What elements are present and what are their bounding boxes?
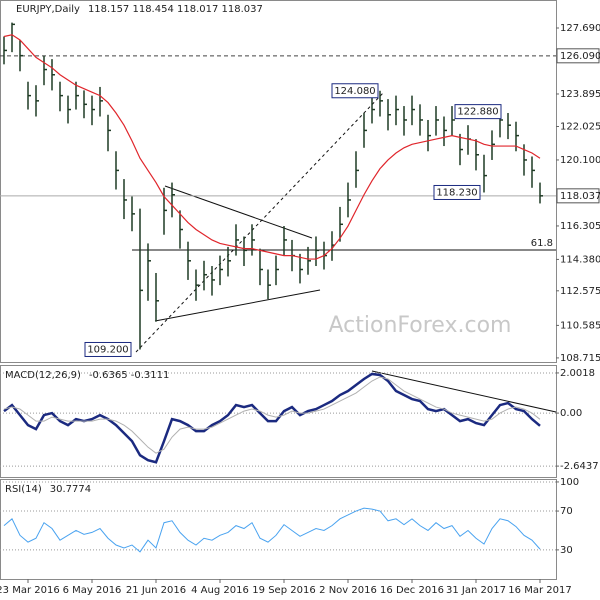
y-tick-label: 120.100	[560, 155, 600, 166]
last-price-label-box	[556, 188, 600, 204]
panel-title: RSI(14)	[5, 484, 42, 495]
y-tick-label: 0.00	[560, 408, 582, 419]
panel-title: MACD(12,26,9)	[5, 370, 81, 381]
x-tick-label: 19 Sep 2016	[252, 585, 315, 596]
indicator-line	[3, 372, 541, 464]
y-tick-label: 116.305	[560, 221, 600, 232]
resistance-label: 126.090	[560, 51, 600, 62]
y-tick-label: 2.0018	[560, 368, 595, 379]
y-tick-label: 110.585	[560, 320, 600, 331]
x-tick-label: 4 Aug 2016	[191, 585, 249, 596]
rsi-panel	[0, 479, 557, 580]
y-tick-label: 123.895	[560, 89, 600, 100]
macd-panel	[0, 365, 557, 478]
annotation-label: 122.880	[457, 107, 498, 118]
x-tick-label: 16 Mar 2017	[508, 585, 571, 596]
trend-line	[164, 185, 313, 239]
watermark: ActionForex.com	[329, 313, 512, 338]
y-tick-label: -2.6437	[560, 461, 599, 472]
y-tick-label: 114.380	[560, 254, 600, 265]
x-tick-label: 2 Nov 2016	[319, 585, 377, 596]
annotation-box	[433, 184, 481, 200]
resistance-label-box	[556, 48, 600, 64]
panel-subtitle: -0.6365 -0.3111	[89, 370, 169, 381]
x-tick-label: 6 May 2016	[63, 585, 122, 596]
trend-line	[371, 370, 557, 413]
panel-title: EURJPY,Daily	[16, 4, 80, 15]
y-tick-label: 30	[560, 545, 573, 556]
price-panel	[0, 0, 557, 363]
annotation-box	[84, 341, 132, 357]
y-tick-label: 108.715	[560, 353, 600, 364]
indicator-line	[3, 507, 541, 553]
x-tick-label: 31 Jan 2017	[446, 585, 506, 596]
annotation-box	[454, 104, 502, 120]
annotation-label: 124.080	[334, 86, 375, 97]
y-tick-label: 70	[560, 506, 573, 517]
annotation-label: 118.230	[436, 187, 477, 198]
x-tick-label: 16 Dec 2016	[380, 585, 444, 596]
fib-label: 61.8	[531, 238, 553, 249]
x-tick-label: 21 Jun 2016	[126, 585, 186, 596]
indicator-line	[3, 376, 541, 454]
y-tick-label: 112.575	[560, 286, 600, 297]
panel-subtitle: 118.157 118.454 118.017 118.037	[88, 4, 263, 15]
trend-line	[154, 289, 321, 322]
y-tick-label: 100	[560, 477, 579, 488]
panel-subtitle: 30.7774	[50, 484, 91, 495]
y-tick-label: 127.690	[560, 23, 600, 34]
annotation-box	[331, 83, 379, 99]
x-tick-label: 23 Mar 2016	[0, 585, 60, 596]
moving-average	[3, 34, 541, 260]
y-tick-label: 122.025	[560, 121, 600, 132]
annotation-label: 109.200	[87, 344, 128, 355]
last-price-label: 118.037	[560, 191, 600, 202]
